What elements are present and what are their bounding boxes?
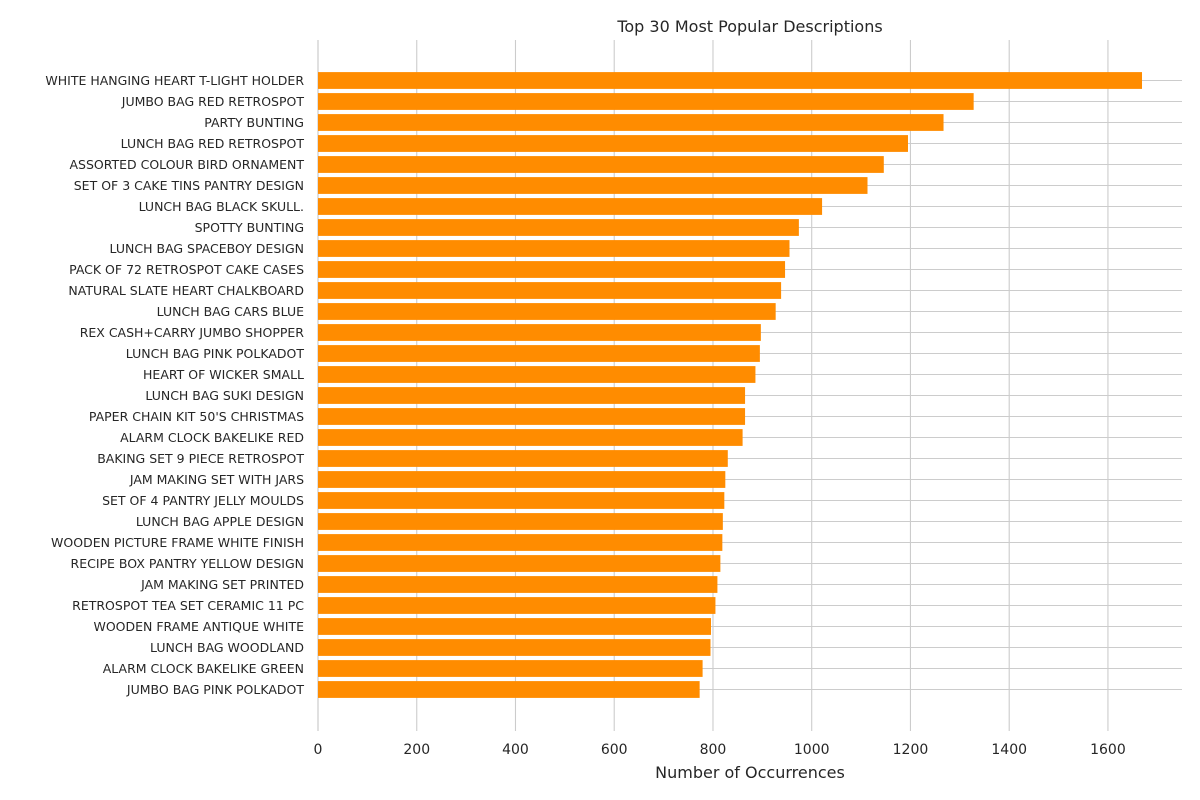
bar: [318, 555, 721, 572]
category-label: RETROSPOT TEA SET CERAMIC 11 PC: [72, 598, 304, 613]
category-label: REX CASH+CARRY JUMBO SHOPPER: [80, 325, 305, 340]
category-label: LUNCH BAG PINK POLKADOT: [126, 346, 305, 361]
bar: [318, 387, 746, 404]
category-label: PARTY BUNTING: [204, 115, 304, 130]
category-label: WOODEN FRAME ANTIQUE WHITE: [93, 619, 304, 634]
category-label: LUNCH BAG RED RETROSPOT: [121, 136, 305, 151]
category-label: LUNCH BAG SUKI DESIGN: [145, 388, 304, 403]
x-tick-label: 400: [502, 742, 529, 758]
bar: [318, 156, 884, 173]
bar: [318, 303, 776, 320]
bar: [318, 408, 746, 425]
category-label: BAKING SET 9 PIECE RETROSPOT: [97, 451, 304, 466]
x-tick-label: 800: [700, 742, 727, 758]
bar: [318, 366, 756, 383]
bar: [318, 492, 725, 509]
category-label: PAPER CHAIN KIT 50'S CHRISTMAS: [89, 409, 304, 424]
x-tick-label: 600: [601, 742, 628, 758]
category-label: LUNCH BAG CARS BLUE: [157, 304, 304, 319]
category-label: NATURAL SLATE HEART CHALKBOARD: [68, 283, 304, 298]
x-tick-label: 0: [314, 742, 323, 758]
bar: [318, 114, 944, 131]
x-tick-label: 200: [403, 742, 430, 758]
bar: [318, 534, 723, 551]
bar: [318, 681, 700, 698]
chart-title: Top 30 Most Popular Descriptions: [616, 17, 882, 36]
bar: [318, 93, 974, 110]
bar: [318, 219, 799, 236]
x-tick-label: 1400: [991, 742, 1027, 758]
x-axis-label: Number of Occurrences: [655, 763, 845, 782]
bar: [318, 618, 711, 635]
bar: [318, 660, 703, 677]
category-label: JAM MAKING SET PRINTED: [140, 577, 304, 592]
category-label: ASSORTED COLOUR BIRD ORNAMENT: [69, 157, 304, 172]
category-label: LUNCH BAG WOODLAND: [150, 640, 304, 655]
bar: [318, 135, 908, 152]
x-tick-label: 1600: [1090, 742, 1126, 758]
category-label: ALARM CLOCK BAKELIKE GREEN: [103, 661, 304, 676]
bar: [318, 198, 823, 215]
category-label: ALARM CLOCK BAKELIKE RED: [120, 430, 304, 445]
bar: [318, 324, 761, 341]
category-label: HEART OF WICKER SMALL: [143, 367, 304, 382]
bar: [318, 429, 743, 446]
bars: [318, 72, 1143, 698]
bar: [318, 282, 782, 299]
bar: [318, 597, 716, 614]
x-tick-labels: 0 200 400 600 800 1000 1200 1400 1600: [314, 742, 1126, 758]
category-label: SET OF 3 CAKE TINS PANTRY DESIGN: [74, 178, 304, 193]
x-tick-label: 1000: [794, 742, 830, 758]
category-label: WHITE HANGING HEART T-LIGHT HOLDER: [45, 73, 304, 88]
bar: [318, 471, 726, 488]
category-label: LUNCH BAG APPLE DESIGN: [136, 514, 304, 529]
category-label: LUNCH BAG BLACK SKULL.: [139, 199, 304, 214]
category-label: PACK OF 72 RETROSPOT CAKE CASES: [69, 262, 304, 277]
category-label: JUMBO BAG PINK POLKADOT: [126, 682, 304, 697]
bar: [318, 261, 786, 278]
category-label: SPOTTY BUNTING: [195, 220, 304, 235]
bar: [318, 345, 760, 362]
category-label: WOODEN PICTURE FRAME WHITE FINISH: [51, 535, 304, 550]
bar: [318, 72, 1143, 89]
x-tick-label: 1200: [893, 742, 929, 758]
bar: [318, 513, 723, 530]
bar: [318, 450, 728, 467]
bar: [318, 177, 868, 194]
bar: [318, 240, 790, 257]
category-label: LUNCH BAG SPACEBOY DESIGN: [110, 241, 304, 256]
category-label: RECIPE BOX PANTRY YELLOW DESIGN: [71, 556, 304, 571]
bar: [318, 639, 711, 656]
category-label: JUMBO BAG RED RETROSPOT: [121, 94, 305, 109]
y-tick-labels: WHITE HANGING HEART T-LIGHT HOLDER JUMBO …: [45, 73, 304, 697]
bar: [318, 576, 718, 593]
category-label: JAM MAKING SET WITH JARS: [129, 472, 304, 487]
category-label: SET OF 4 PANTRY JELLY MOULDS: [102, 493, 304, 508]
